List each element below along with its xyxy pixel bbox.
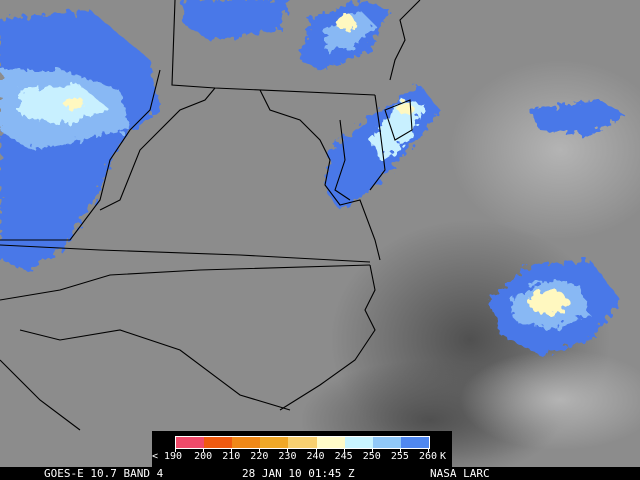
legend-tick-label: < 190 (151, 451, 183, 462)
legend-tick (343, 448, 345, 452)
color-swatch (176, 437, 205, 448)
caption-bar: GOES-E 10.7 BAND 4 28 JAN 10 01:45 Z NAS… (0, 467, 640, 480)
temperature-legend: < 190 200 210 220 230 240 245 250 255 260 K (152, 431, 452, 467)
legend-tick (315, 448, 317, 452)
legend-tick-label: 255 (390, 451, 409, 462)
legend-tick-label: 245 (334, 451, 353, 462)
legend-tick (428, 448, 429, 452)
color-swatch (232, 437, 261, 448)
state-borders (0, 0, 421, 431)
color-swatch (316, 437, 345, 448)
source-label: NASA LARC (430, 467, 490, 480)
legend-tick-label: 240 (306, 451, 325, 462)
light-cloud-region (460, 350, 640, 450)
legend-tick-label: 250 (362, 451, 381, 462)
color-swatch (344, 437, 373, 448)
legend-tick (175, 448, 176, 452)
legend-unit: K (439, 451, 447, 462)
color-swatch (288, 437, 317, 448)
color-swatch (204, 437, 233, 448)
color-swatch (260, 437, 289, 448)
legend-tick (287, 448, 289, 452)
color-swatch (400, 437, 429, 448)
timestamp: 28 JAN 10 01:45 Z (242, 467, 355, 480)
legend-tick (399, 448, 401, 452)
color-swatch (372, 437, 401, 448)
legend-tick-label: 230 (278, 451, 297, 462)
legend-tick (259, 448, 261, 452)
legend-tick (231, 448, 233, 452)
legend-tick-label: 210 (222, 451, 241, 462)
legend-tick-label: 200 (194, 451, 213, 462)
satellite-band-label: GOES-E 10.7 BAND 4 (44, 467, 164, 480)
legend-tick-label: 220 (250, 451, 269, 462)
color-scale-bar (175, 436, 430, 449)
legend-tick (203, 448, 205, 452)
legend-tick (371, 448, 373, 452)
legend-tick-label: 260 (418, 451, 438, 462)
